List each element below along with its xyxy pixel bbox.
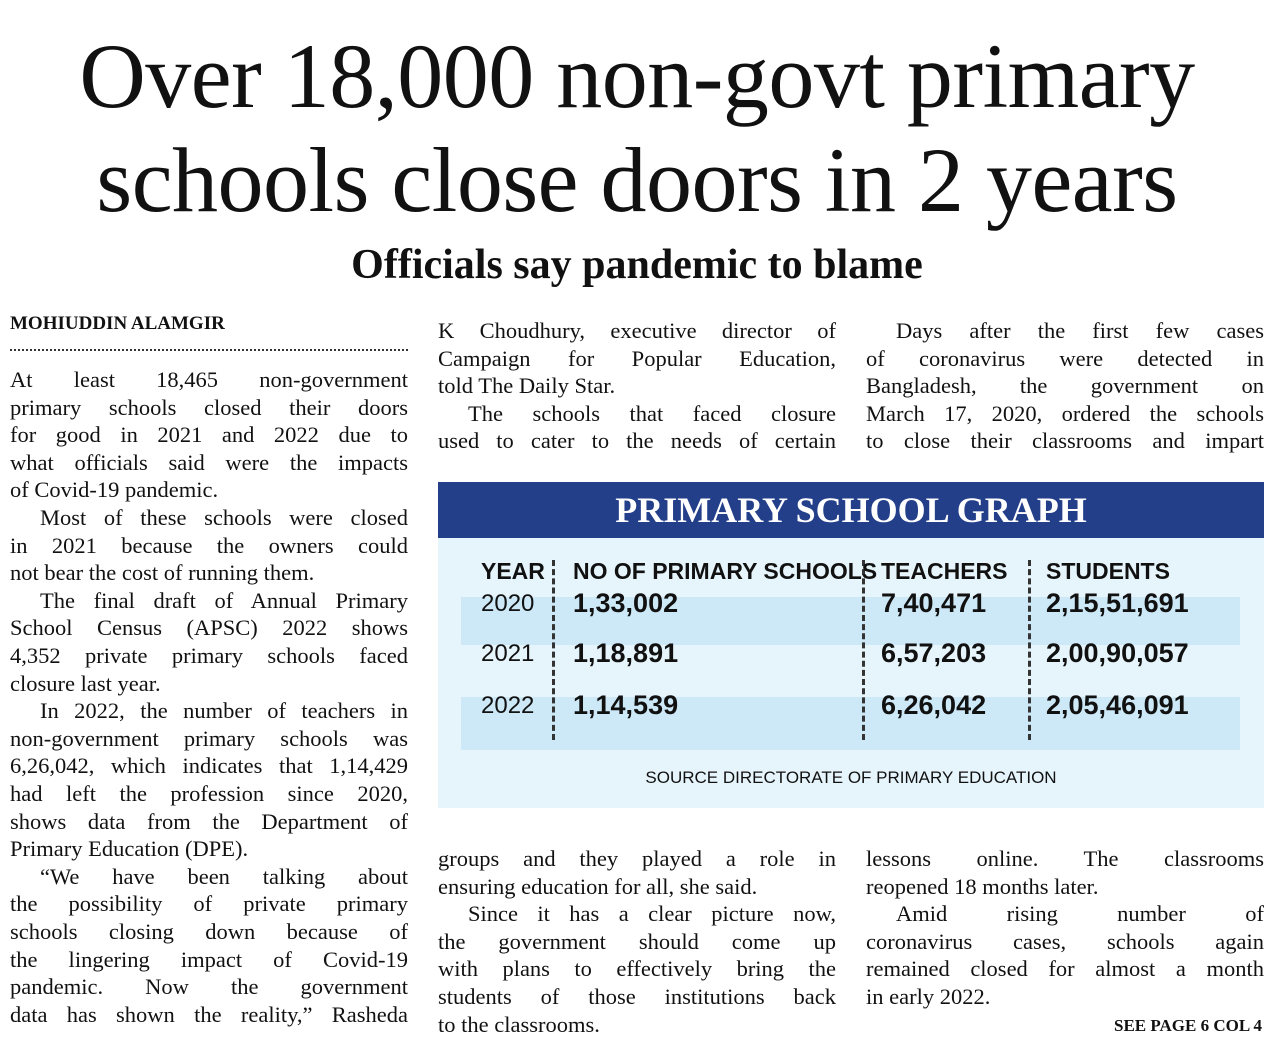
value-cell: 2,05,46,091 (1046, 690, 1189, 720)
byline: MOHIUDDIN ALAMGIR (10, 313, 408, 351)
text-line: Amid rising number of (896, 901, 1264, 927)
separator (552, 560, 555, 740)
text-line: schools closing down because of (10, 919, 408, 944)
text-line: 6,26,042, which indicates that 1,14,429 (10, 753, 408, 779)
text-line: Days after the first few cases (896, 318, 1264, 343)
text-line: lessons online. The classrooms (866, 846, 1264, 871)
table-header: NO OF PRIMARY SCHOOLS (573, 558, 878, 584)
separator (1028, 560, 1031, 740)
text-line: the possibility of private primary (10, 891, 408, 917)
table-header: STUDENTS (1046, 558, 1170, 584)
text-line: Since it has a clear picture now, (468, 901, 836, 927)
table-header: YEAR (481, 558, 545, 584)
text-line: the government should come up (438, 928, 836, 954)
text-line: shows data from the Department of (10, 808, 408, 834)
text-line: of Covid-19 pandemic. (10, 477, 219, 503)
value-cell: 1,18,891 (573, 638, 679, 668)
text-line: used to cater to the needs of certain (438, 428, 836, 454)
table-header: TEACHERS (881, 558, 1008, 584)
text-line: coronavirus cases, schools again (866, 928, 1264, 954)
text-line: March 17, 2020, ordered the schools (866, 400, 1264, 426)
text-line: remained closed for almost a month (866, 956, 1264, 982)
text-line: to close their classrooms and impart (866, 428, 1264, 454)
value-cell: 7,40,471 (881, 588, 987, 618)
text-line: in early 2022. (866, 984, 991, 1009)
value-cell: 6,57,203 (881, 638, 987, 668)
headline: schools close doors in 2 years (96, 129, 1178, 231)
text-line: School Census (APSC) 2022 shows (10, 615, 408, 641)
text-line: pandemic. Now the government (10, 974, 408, 1000)
text-line: Most of these schools were closed (40, 505, 408, 530)
text-line: ensuring education for all, she said. (438, 873, 758, 899)
text-line: primary schools closed their doors (10, 394, 408, 420)
text-line: “We have been talking about (40, 863, 408, 889)
value-cell: 6,26,042 (881, 690, 987, 720)
subheadline: Officials say pandemic to blame (351, 242, 923, 288)
value-cell: 1,33,002 (573, 588, 679, 618)
row-stripe (461, 597, 1240, 645)
text-line: to the classrooms. (438, 1011, 600, 1037)
text-line: The schools that faced closure (468, 400, 836, 426)
text-line: At least 18,465 non-government (10, 367, 408, 392)
text-line: 4,352 private primary schools faced (10, 643, 408, 668)
table-source: SOURCE DIRECTORATE OF PRIMARY EDUCATION (645, 768, 1057, 787)
text-line: The final draft of Annual Primary (40, 587, 408, 613)
text-line: the lingering impact of Covid-19 (10, 946, 408, 972)
text-line: with plans to effectively bring the (438, 956, 836, 982)
year-cell: 2020 (481, 590, 535, 617)
value-cell: 2,00,90,057 (1046, 638, 1189, 668)
row-stripe (461, 697, 1240, 750)
text-line: data has shown the reality,” Rasheda (10, 1001, 408, 1027)
text-line: In 2022, the number of teachers in (40, 698, 408, 724)
jump-line: SEE PAGE 6 COL 4 (1114, 1016, 1262, 1035)
text-line: had left the profession since 2020, (10, 781, 408, 806)
value-cell: 1,14,539 (573, 690, 679, 720)
text-line: reopened 18 months later. (866, 873, 1099, 899)
headline: Over 18,000 non-govt primary (79, 25, 1195, 127)
text-line: for good in 2021 and 2022 due to (10, 422, 408, 448)
text-line: of coronavirus were detected in (866, 345, 1264, 371)
text-line: K Choudhury, executive director of (438, 318, 836, 343)
year-cell: 2022 (481, 692, 535, 719)
text-line: not bear the cost of running them. (10, 560, 315, 586)
text-line: closure last year. (10, 670, 161, 696)
value-cell: 2,15,51,691 (1046, 588, 1189, 618)
text-line: Primary Education (DPE). (10, 836, 249, 862)
text-line: non-government primary schools was (10, 725, 408, 751)
text-line: told The Daily Star. (438, 373, 616, 399)
table-title: PRIMARY SCHOOL GRAPH (438, 482, 1264, 538)
year-cell: 2021 (481, 640, 535, 667)
separator (862, 560, 865, 740)
text-line: Bangladesh, the government on (866, 373, 1264, 399)
text-line: groups and they played a role in (438, 846, 836, 871)
text-line: what officials said were the impacts (10, 449, 408, 475)
text-line: in 2021 because the owners could (10, 532, 408, 558)
text-line: students of those institutions back (438, 984, 836, 1009)
table: PRIMARY SCHOOL GRAPH YEAR NO OF PRIMARY … (438, 482, 1264, 808)
text-line: Campaign for Popular Education, (438, 345, 836, 371)
